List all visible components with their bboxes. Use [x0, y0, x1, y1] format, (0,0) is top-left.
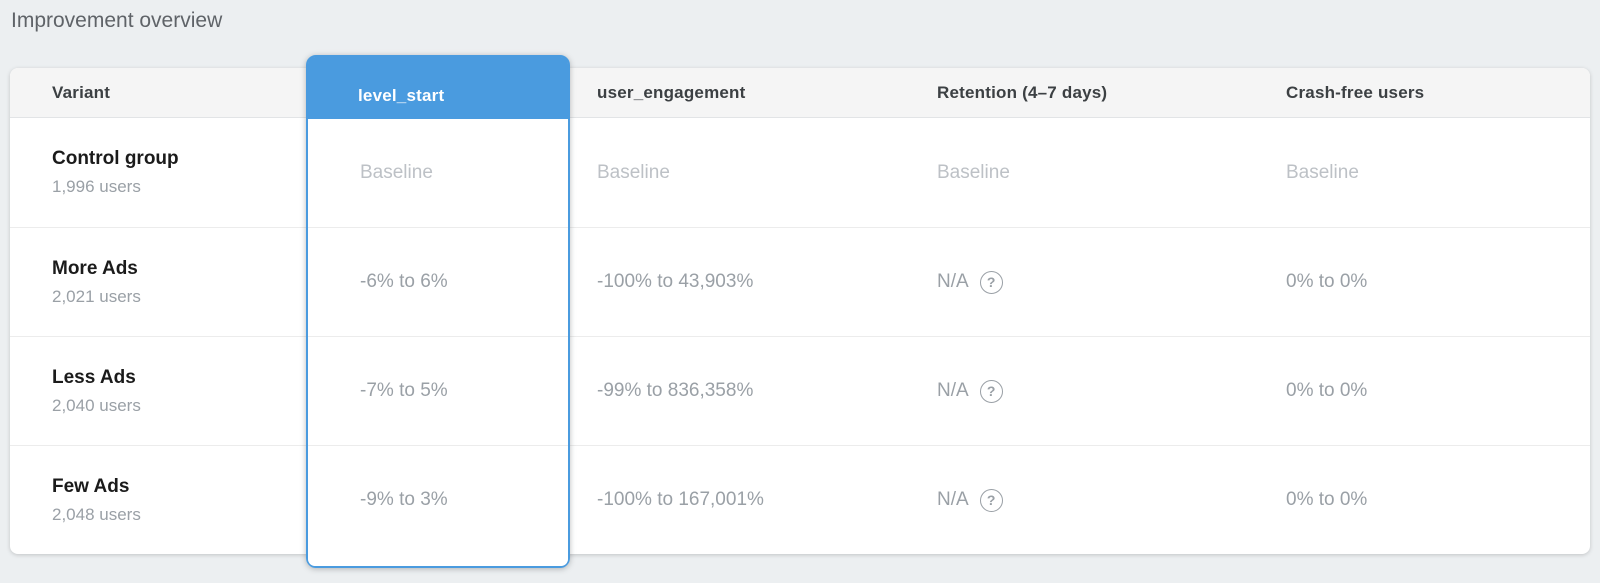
variant-user-count: 2,048 users — [52, 504, 141, 524]
cell-level-start: -9% to 3% — [360, 489, 448, 510]
variant-name: Few Ads — [52, 475, 130, 497]
table-row-more-ads: More Ads 2,021 users -6% to 6% -100% to … — [10, 227, 1590, 336]
cell-user-engagement: -99% to 836,358% — [597, 380, 754, 401]
table-row-less-ads: Less Ads 2,040 users -7% to 5% -99% to 8… — [10, 336, 1590, 445]
cell-retention: N/A ? — [910, 379, 1250, 403]
selected-metric-column-level-start[interactable]: level_start — [306, 55, 570, 568]
table-row-control-group: Control group 1,996 users Baseline Basel… — [10, 118, 1590, 227]
help-icon[interactable]: ? — [979, 488, 1003, 512]
variant-name: More Ads — [52, 257, 138, 279]
table-header-row: Variant user_engagement Retention (4–7 d… — [10, 68, 1590, 118]
cell-crash-free: 0% to 0% — [1286, 271, 1368, 292]
cell-crash-free: 0% to 0% — [1286, 489, 1368, 510]
variant-cell: More Ads 2,021 users — [10, 258, 308, 307]
variant-user-count: 1,996 users — [52, 177, 141, 196]
variant-cell: Few Ads 2,048 users — [10, 476, 308, 525]
column-header-user-engagement[interactable]: user_engagement — [597, 82, 746, 102]
cell-retention: N/A ? — [910, 488, 1250, 512]
column-header-level-start[interactable]: level_start — [308, 57, 568, 119]
retention-value: N/A — [937, 380, 969, 401]
variant-name: Control group — [52, 148, 179, 169]
column-header-crash-free[interactable]: Crash-free users — [1286, 82, 1425, 102]
improvement-overview-table: Variant user_engagement Retention (4–7 d… — [10, 68, 1590, 554]
table-row-few-ads: Few Ads 2,048 users -9% to 3% -100% to 1… — [10, 445, 1590, 554]
help-icon[interactable]: ? — [979, 270, 1003, 294]
column-header-retention[interactable]: Retention (4–7 days) — [937, 82, 1108, 102]
cell-user-engagement: -100% to 167,001% — [597, 489, 764, 510]
cell-level-start: Baseline — [360, 161, 433, 183]
cell-user-engagement: Baseline — [597, 161, 670, 183]
cell-level-start: -7% to 5% — [360, 380, 448, 401]
variant-user-count: 2,021 users — [52, 286, 141, 306]
variant-user-count: 2,040 users — [52, 395, 141, 415]
cell-crash-free: 0% to 0% — [1286, 380, 1368, 401]
column-header-variant: Variant — [52, 82, 111, 102]
variant-name: Less Ads — [52, 366, 136, 388]
cell-level-start: -6% to 6% — [360, 271, 448, 292]
help-icon[interactable]: ? — [979, 379, 1003, 403]
retention-value: N/A — [937, 271, 969, 292]
cell-crash-free: Baseline — [1286, 161, 1359, 183]
cell-user-engagement: -100% to 43,903% — [597, 271, 754, 292]
retention-value: N/A — [937, 489, 969, 510]
selected-metric-column-bottom-cap — [308, 554, 568, 566]
variant-cell: Control group 1,996 users — [10, 148, 308, 197]
cell-retention: Baseline — [937, 161, 1010, 183]
variant-cell: Less Ads 2,040 users — [10, 367, 308, 416]
page-title: Improvement overview — [11, 9, 223, 32]
cell-retention: N/A ? — [910, 270, 1250, 294]
